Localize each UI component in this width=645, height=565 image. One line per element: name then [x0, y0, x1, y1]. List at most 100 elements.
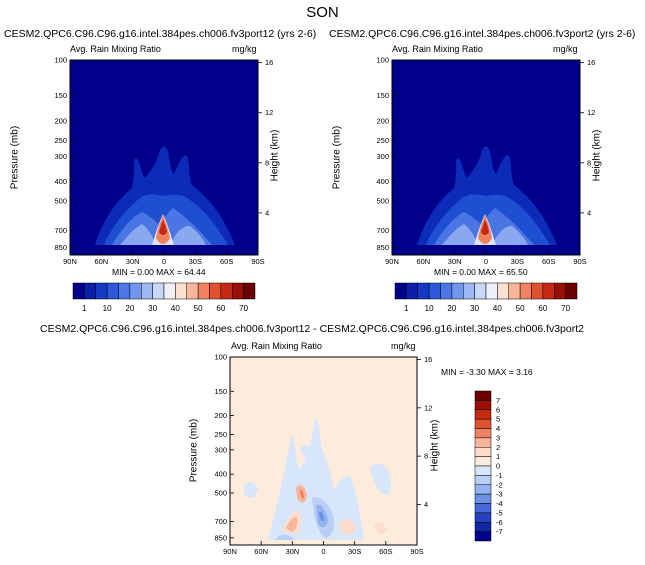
- units-label-right: mg/kg: [553, 44, 578, 54]
- ylabel-diff: Pressure (mb): [188, 418, 200, 483]
- colorbar-label: 2: [496, 443, 500, 452]
- season-title: SON: [306, 4, 339, 21]
- y-tick-label: 150: [376, 91, 389, 100]
- colorbar-swatch: [474, 512, 492, 523]
- x-tick-label: 30S: [511, 257, 524, 266]
- axis-ticks-diff: 100 150 200 250 300 400 500 700 850 16 12 8 4 90N 60N 3…: [214, 353, 432, 557]
- ylabel-right-diff: Height (km): [429, 419, 441, 472]
- x-tick-label: 90N: [63, 257, 77, 266]
- x-tick-label: 90N: [223, 547, 237, 556]
- plot-right: 100 150 200 250 300 400 500 700 850 16 12 8 4 90N 60N 3…: [376, 56, 595, 267]
- minmax-diff: MIN = -3.30 MAX = 3.16: [441, 367, 533, 377]
- height-tick-label: 16: [424, 355, 432, 364]
- height-tick-label: 12: [424, 403, 432, 412]
- y-tick-label: 200: [214, 411, 227, 420]
- variable-label-diff: Avg. Rain Mixing Ratio: [231, 341, 322, 351]
- height-tick-label: 4: [587, 208, 591, 217]
- colorbar-label: 60: [538, 304, 547, 313]
- diff-pos-region-6: [374, 522, 386, 534]
- height-tick-label: 16: [587, 58, 595, 67]
- colorbar-label: 70: [239, 304, 248, 313]
- contour-peak-left: [159, 220, 167, 235]
- colorbar-swatch: [474, 437, 492, 448]
- x-tick-label: 0: [484, 257, 488, 266]
- y-tick-label: 850: [54, 243, 67, 252]
- colorbar-label: 10: [103, 304, 112, 313]
- x-tick-label: 30N: [448, 257, 462, 266]
- x-tick-label: 30S: [189, 257, 202, 266]
- colorbar-swatch: [474, 493, 492, 504]
- diff-neg-core-3: [319, 511, 324, 522]
- colorbar-label: 70: [561, 304, 570, 313]
- colorbar-label: 1: [404, 304, 409, 313]
- diff-neg-region-4: [300, 445, 312, 458]
- colorbar-swatch: [474, 531, 492, 542]
- colorbar-label: 30: [148, 304, 157, 313]
- colorbar-label: 1: [82, 304, 87, 313]
- x-tick-label: 30N: [126, 257, 140, 266]
- colorbar-swatch: [474, 465, 492, 476]
- diff-pos-region-2: [286, 517, 298, 532]
- y-tick-label: 250: [214, 430, 227, 439]
- y-tick-label: 700: [214, 517, 227, 526]
- colorbar-swatch: [474, 522, 492, 532]
- colorbar-swatch: [474, 456, 492, 467]
- diff-neg-region-1: [268, 418, 364, 540]
- y-tick-label: 250: [376, 136, 389, 145]
- colorbar-label: 30: [470, 304, 479, 313]
- y-tick-label: 300: [54, 152, 67, 161]
- colorbar-left: 1 10 20 30 40 50 60 70: [72, 282, 256, 313]
- units-label-diff: mg/kg: [391, 341, 416, 351]
- colorbar-label: -2: [496, 480, 503, 489]
- y-tick-label: 500: [54, 197, 67, 206]
- y-tick-label: 500: [376, 197, 389, 206]
- colorbar-label: -1: [496, 471, 503, 480]
- colorbar-label: 40: [493, 304, 502, 313]
- x-tick-label: 60N: [416, 257, 430, 266]
- contour-peak-right: [481, 220, 489, 235]
- y-tick-label: 200: [376, 116, 389, 125]
- colorbar-swatch: [474, 428, 492, 439]
- colorbar-label: -3: [496, 490, 503, 499]
- height-tick-label: 12: [587, 108, 595, 117]
- y-tick-label: 100: [376, 56, 389, 65]
- colorbar-label: 4: [496, 424, 500, 433]
- minmax-right: MIN = 0.00 MAX = 65.50: [434, 267, 528, 277]
- colorbar-label: -4: [496, 499, 503, 508]
- contour-4-left: [120, 224, 206, 245]
- colorbar-label: 6: [496, 405, 500, 414]
- height-tick-label: 4: [265, 208, 269, 217]
- x-tick-label: 90N: [385, 257, 399, 266]
- colorbar-swatch: [474, 484, 492, 495]
- x-tick-label: 90S: [410, 547, 423, 556]
- colorbar-label: -7: [496, 527, 503, 536]
- colorbar-label: 10: [425, 304, 434, 313]
- diff-neg-region-3: [244, 482, 258, 498]
- axis-ticks-left: 100 150 200 250 300 400 500 700 850 16 12 8 4 90N 60N 3…: [54, 56, 273, 267]
- y-tick-label: 100: [54, 56, 67, 65]
- diff-pos-region-4: [300, 489, 304, 499]
- height-tick-label: 12: [265, 108, 273, 117]
- x-tick-label: 60S: [220, 257, 233, 266]
- variable-label-right: Avg. Rain Mixing Ratio: [392, 44, 483, 54]
- height-tick-label: 4: [424, 500, 428, 509]
- colorbar-swatch: [565, 282, 578, 300]
- x-tick-label: 90S: [251, 257, 264, 266]
- height-tick-label: 16: [265, 58, 273, 67]
- x-tick-label: 60S: [542, 257, 555, 266]
- colorbar-label: -6: [496, 518, 503, 527]
- colorbar-label: 40: [171, 304, 180, 313]
- height-tick-label: 8: [265, 158, 269, 167]
- colorbar-swatch: [474, 475, 492, 485]
- plot-left: 100 150 200 250 300 400 500 700 850 16 12 8 4 90N 60N 3…: [54, 56, 273, 267]
- colorbar-right: 1 10 20 30 40 50 60 70: [394, 282, 578, 313]
- y-tick-label: 700: [376, 226, 389, 235]
- colorbar-label: 60: [216, 304, 225, 313]
- colorbar-label: 20: [125, 304, 134, 313]
- colorbar-label: 1: [496, 452, 500, 461]
- diff-pos-region-5: [340, 519, 356, 535]
- colorbar-swatch: [474, 390, 492, 401]
- height-tick-label: 8: [587, 158, 591, 167]
